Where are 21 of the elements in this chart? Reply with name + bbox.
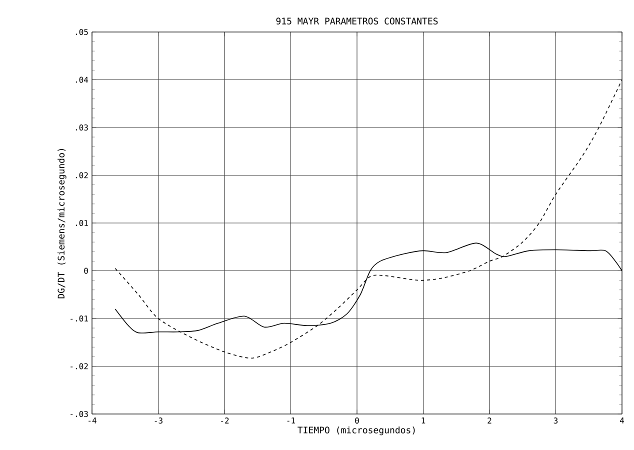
y-tick-label: -.02 xyxy=(70,363,88,370)
y-tick-label: -.01 xyxy=(70,315,88,322)
x-tick-label: 1 xyxy=(422,418,426,424)
x-tick-label: 3 xyxy=(554,418,558,424)
y-tick-label: -.03 xyxy=(70,410,88,418)
x-tick-label: -1 xyxy=(287,418,296,424)
x-tick-label: -2 xyxy=(221,418,229,424)
x-tick-label: 0 xyxy=(355,418,359,424)
x-tick-label: 4 xyxy=(620,418,624,424)
x-tick-label: -3 xyxy=(154,418,162,424)
x-tick-label: 2 xyxy=(488,418,492,424)
y-tick-label: .05 xyxy=(76,28,88,36)
y-tick-label: 0 xyxy=(84,268,88,274)
x-axis-title: TIEMPO (microsegundos) xyxy=(298,426,415,436)
x-tick-label: -4 xyxy=(88,418,96,424)
y-tick-label: .04 xyxy=(76,76,88,83)
y-tick-label: .02 xyxy=(76,172,88,178)
y-axis-title: DG/DT (Siemens/microsegundo) xyxy=(58,149,66,298)
y-tick-label: .03 xyxy=(76,124,88,131)
y-tick-label: .01 xyxy=(76,220,88,226)
chart-title: 915 MAYR PARAMETROS CONSTANTES xyxy=(276,18,438,24)
